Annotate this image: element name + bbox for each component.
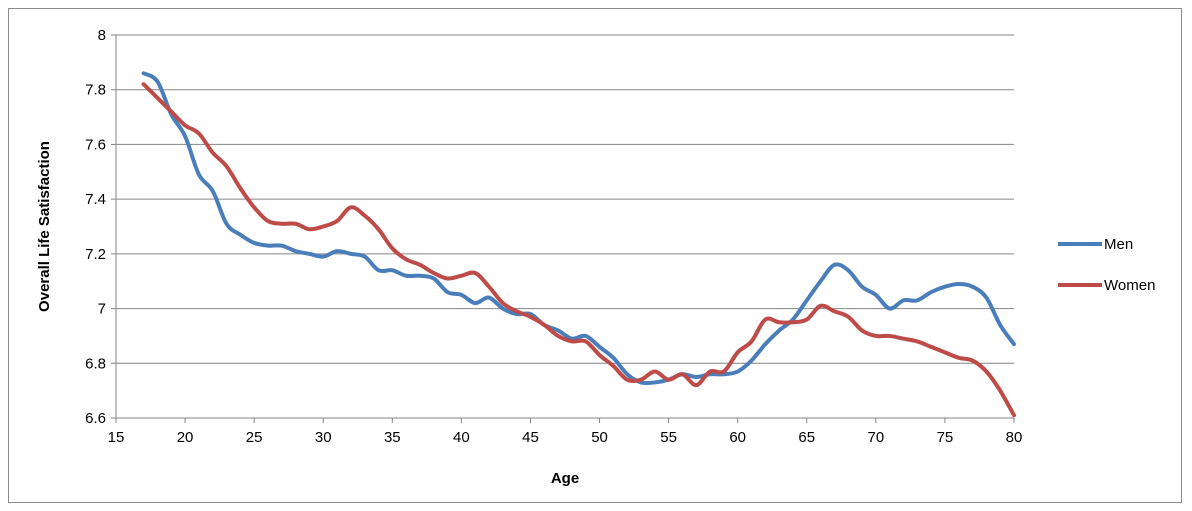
legend-label-women: Women [1104,277,1155,294]
x-tick-label: 70 [868,429,885,446]
line-chart: 6.6 6.8 7 7.2 7.4 7.6 7.8 8 15 20 25 30 35 40 45 50 55 6… [36,27,1155,487]
chart-container: 6.6 6.8 7 7.2 7.4 7.6 7.8 8 15 20 25 30 35 40 45 50 55 6… [8,8,1182,503]
x-tick-label: 25 [246,429,263,446]
y-tick-label: 6.6 [85,410,106,427]
x-tick-label: 55 [660,429,677,446]
series-line-women [141,82,1016,418]
y-axis-title: Overall Life Satisfaction [36,141,53,312]
y-tick-label: 8 [98,27,106,44]
x-tick-label: 80 [1006,429,1023,446]
y-tick-label: 6.8 [85,355,106,372]
y-tick-label: 7 [98,301,106,318]
y-axis-ticks: 6.6 6.8 7 7.2 7.4 7.6 7.8 8 [85,27,116,427]
x-tick-label: 45 [522,429,539,446]
legend: Men Women [1058,236,1155,294]
x-tick-label: 65 [798,429,815,446]
x-tick-label: 40 [453,429,470,446]
legend-label-men: Men [1104,236,1133,253]
x-tick-label: 20 [177,429,194,446]
y-tick-label: 7.2 [85,246,106,263]
series-lines [141,71,1016,418]
y-tick-label: 7.6 [85,136,106,153]
gridlines [116,34,1014,419]
x-tick-label: 30 [315,429,332,446]
x-tick-label: 75 [937,429,954,446]
x-tick-label: 15 [108,429,125,446]
x-axis-ticks: 15 20 25 30 35 40 45 50 55 60 65 70 75 80 [108,418,1023,446]
x-tick-label: 50 [591,429,608,446]
x-axis-title: Age [551,470,579,487]
series-line-men [141,71,1016,386]
axes [115,35,1014,419]
y-tick-label: 7.8 [85,82,106,99]
y-tick-label: 7.4 [85,191,106,208]
x-tick-label: 35 [384,429,401,446]
x-tick-label: 60 [729,429,746,446]
